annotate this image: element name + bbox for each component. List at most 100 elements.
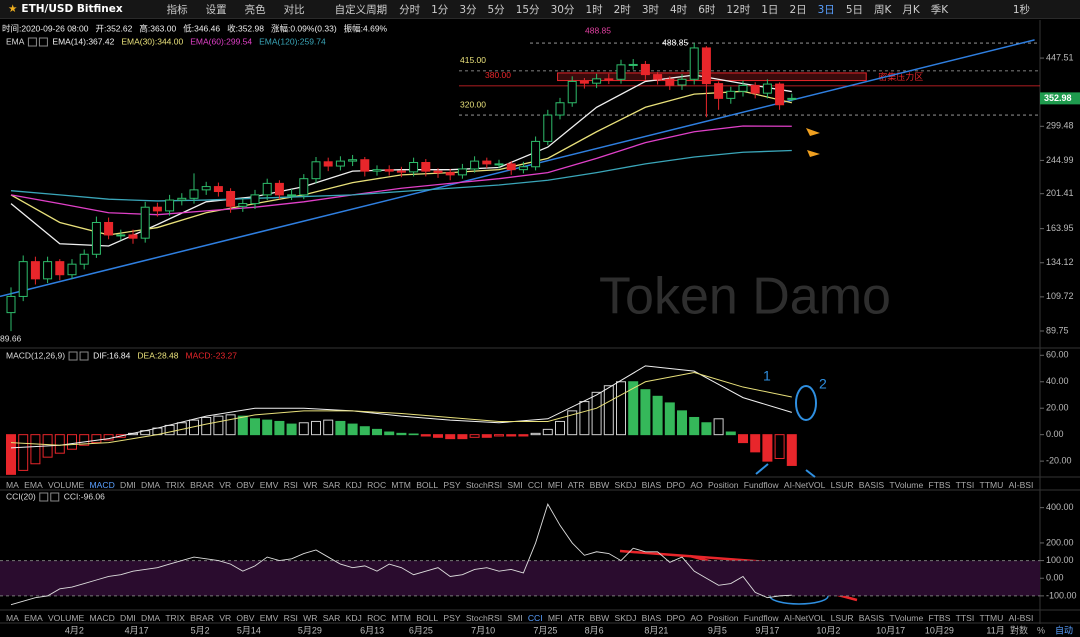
period-button[interactable]: 15分 — [515, 3, 540, 16]
indicator-tab[interactable]: AI-BSI — [1008, 612, 1034, 623]
indicator-tab[interactable]: PSY — [443, 612, 461, 623]
indicator-tab[interactable]: BRAR — [190, 479, 214, 490]
period-button[interactable]: 6时 — [698, 3, 716, 16]
indicator-tab[interactable]: MACD — [89, 612, 115, 623]
indicator-tab[interactable]: DPO — [666, 612, 686, 623]
indicator-tab[interactable]: LSUR — [830, 479, 854, 490]
indicator-tab[interactable]: ROC — [367, 612, 387, 623]
toolbar-button[interactable]: 设置 — [205, 3, 227, 16]
indicator-tab[interactable]: TRIX — [165, 612, 185, 623]
indicator-tab[interactable]: ATR — [567, 479, 585, 490]
indicator-tab[interactable]: RSI — [283, 612, 298, 623]
scale-option[interactable]: 對数 — [1010, 624, 1028, 635]
indicator-tab[interactable]: AI-NetVOL — [783, 612, 826, 623]
period-button[interactable]: 1日 — [761, 3, 779, 16]
period-button[interactable]: 1时 — [585, 3, 603, 16]
period-button[interactable]: 周K — [874, 3, 892, 16]
indicator-tab[interactable]: AI-BSI — [1008, 479, 1034, 490]
indicator-tab[interactable]: DMA — [140, 612, 161, 623]
indicator-tab[interactable]: OBV — [236, 612, 255, 623]
indicator-tab[interactable]: BOLL — [416, 612, 439, 623]
indicator-tab[interactable]: StochRSI — [465, 479, 503, 490]
indicator-tab[interactable]: VOLUME — [47, 479, 85, 490]
indicator-tab[interactable]: VR — [219, 479, 232, 490]
period-button[interactable]: 1分 — [431, 3, 449, 16]
indicator-tab[interactable]: BIAS — [641, 612, 662, 623]
indicator-tab[interactable]: EMV — [259, 612, 279, 623]
period-button[interactable]: 5日 — [845, 3, 863, 16]
indicator-tab[interactable]: DMI — [120, 612, 136, 623]
indicator-tab[interactable]: SAR — [322, 612, 341, 623]
indicator-tab[interactable]: OBV — [236, 479, 255, 490]
indicator-tab[interactable]: SMI — [507, 479, 523, 490]
indicator-tab[interactable]: TRIX — [165, 479, 185, 490]
indicator-tab[interactable]: BASIS — [858, 612, 885, 623]
period-button[interactable]: 4时 — [670, 3, 688, 16]
star-icon[interactable]: ★ — [8, 3, 18, 15]
indicator-tab[interactable]: KDJ — [345, 612, 362, 623]
period-button[interactable]: 3分 — [459, 3, 477, 16]
period-button[interactable]: 3日 — [817, 3, 835, 16]
indicator-tab[interactable]: EMA — [24, 612, 43, 623]
indicator-tab[interactable]: PSY — [443, 479, 461, 490]
indicator-tab[interactable]: VR — [219, 612, 232, 623]
indicator-tab[interactable]: MACD — [89, 479, 115, 490]
toolbar-button[interactable]: 指标 — [166, 3, 188, 16]
indicator-tab[interactable]: WR — [303, 479, 318, 490]
indicator-tab[interactable]: MTM — [391, 612, 411, 623]
indicator-tab[interactable]: MA — [6, 612, 19, 623]
period-button[interactable]: 30分 — [550, 3, 575, 16]
indicator-tab[interactable]: KDJ — [345, 479, 362, 490]
indicator-tab[interactable]: AO — [690, 479, 703, 490]
scale-option[interactable]: % — [1037, 625, 1045, 635]
indicator-tab[interactable]: ROC — [367, 479, 387, 490]
indicator-tab[interactable]: DMA — [140, 479, 161, 490]
indicator-tab[interactable]: WR — [303, 612, 318, 623]
indicator-tab[interactable]: Position — [707, 612, 739, 623]
indicator-tab[interactable]: BOLL — [416, 479, 439, 490]
indicator-tab[interactable]: BBW — [589, 479, 610, 490]
indicator-tab[interactable]: CCI — [527, 479, 543, 490]
indicator-tab[interactable]: SKDJ — [614, 479, 637, 490]
indicator-tab[interactable]: FTBS — [928, 479, 951, 490]
indicator-tab[interactable]: BIAS — [641, 479, 662, 490]
indicator-tab[interactable]: BRAR — [190, 612, 214, 623]
indicator-tab[interactable]: TTMU — [979, 479, 1004, 490]
toolbar-button[interactable]: 对比 — [283, 3, 305, 16]
period-button[interactable]: 12时 — [726, 3, 751, 16]
indicator-tab[interactable]: SAR — [322, 479, 341, 490]
indicator-tab[interactable]: AI-NetVOL — [783, 479, 826, 490]
indicator-tab[interactable]: Fundflow — [743, 612, 779, 623]
custom-period[interactable]: 自定义周期 — [334, 3, 388, 16]
indicator-tab[interactable]: SKDJ — [614, 612, 637, 623]
indicator-tab[interactable]: TVolume — [889, 612, 924, 623]
period-button[interactable]: 月K — [902, 3, 920, 16]
period-button[interactable]: 2日 — [789, 3, 807, 16]
indicator-tab[interactable]: DMI — [120, 479, 136, 490]
indicator-tab[interactable]: TTSI — [955, 479, 975, 490]
indicator-tab[interactable]: Fundflow — [743, 479, 779, 490]
indicator-tab[interactable]: TVolume — [889, 479, 924, 490]
indicator-tab[interactable]: EMV — [259, 479, 279, 490]
indicator-tab[interactable]: FTBS — [928, 612, 951, 623]
indicator-tab[interactable]: MA — [6, 479, 19, 490]
symbol[interactable]: ETH/USD Bitfinex — [21, 3, 123, 15]
indicator-tab[interactable]: ATR — [567, 612, 585, 623]
indicator-tab[interactable]: AO — [690, 612, 703, 623]
indicator-tab[interactable]: StochRSI — [465, 612, 503, 623]
indicator-tab[interactable]: MFI — [547, 479, 563, 490]
toolbar-button[interactable]: 亮色 — [244, 3, 266, 16]
indicator-tab[interactable]: BASIS — [858, 479, 885, 490]
indicator-tab[interactable]: MTM — [391, 479, 411, 490]
indicator-tab[interactable]: CCI — [527, 612, 543, 623]
period-button[interactable]: 分时 — [399, 3, 421, 16]
indicator-tab[interactable]: SMI — [507, 612, 523, 623]
refresh-rate[interactable]: 1秒 — [1012, 3, 1030, 16]
indicator-tab[interactable]: EMA — [24, 479, 43, 490]
indicator-tab[interactable]: Position — [707, 479, 739, 490]
indicator-tab[interactable]: RSI — [283, 479, 298, 490]
indicator-tab[interactable]: TTSI — [955, 612, 975, 623]
period-button[interactable]: 季K — [930, 3, 949, 16]
indicator-tab[interactable]: DPO — [666, 479, 686, 490]
indicator-tab[interactable]: VOLUME — [47, 612, 85, 623]
